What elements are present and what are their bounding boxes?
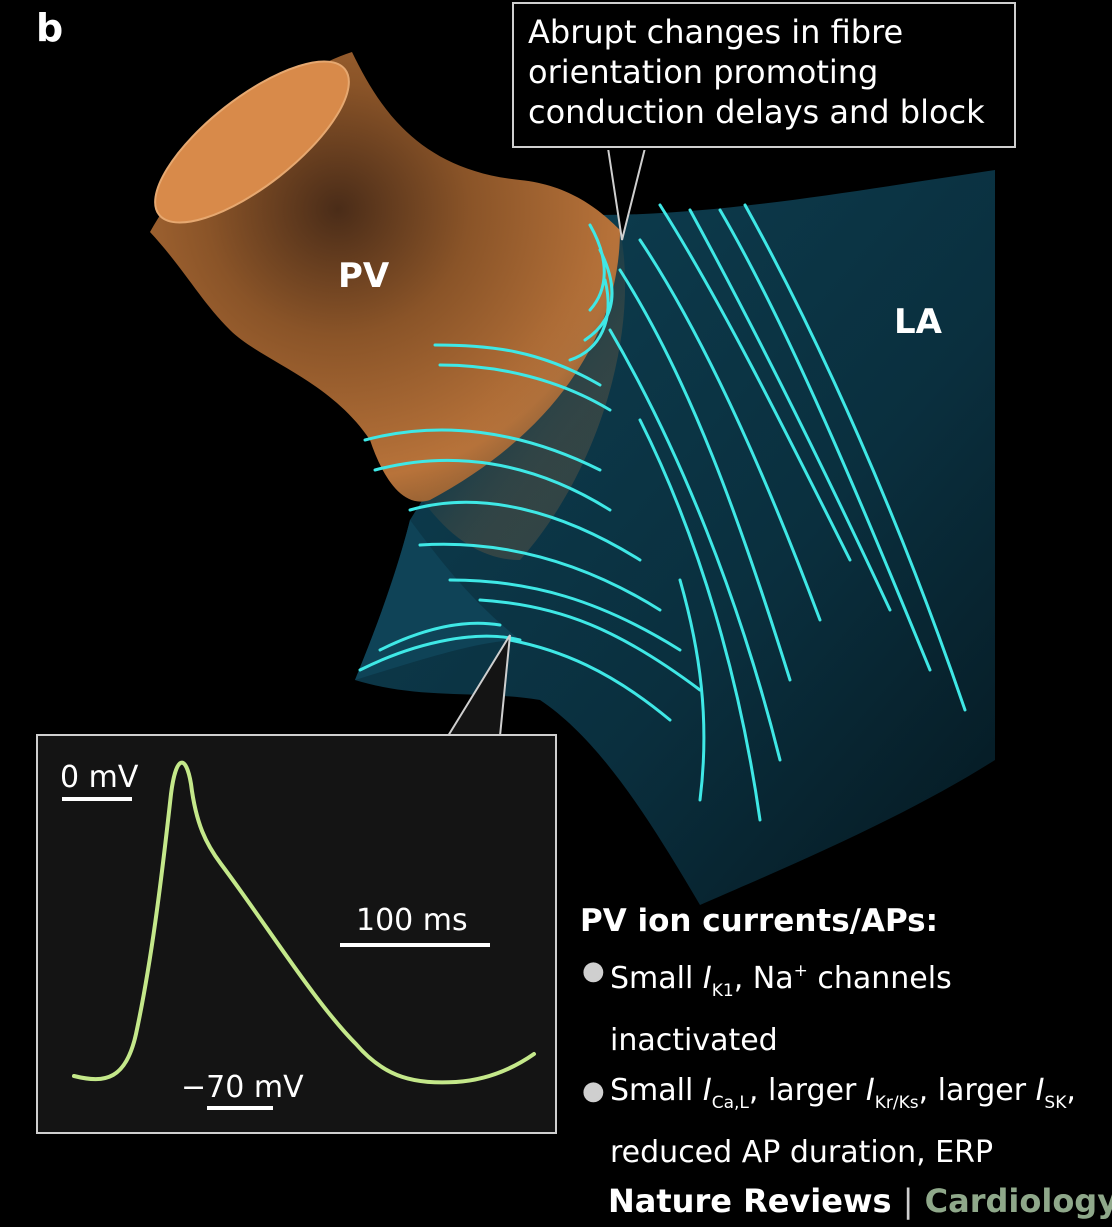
rest-mv-bar — [207, 1106, 273, 1110]
pulmonary-vein-opening — [154, 60, 350, 224]
zero-mv-bar — [62, 797, 132, 801]
rest-mv-label: −70 mV — [181, 1070, 304, 1105]
info-heading: PV ion currents/APs: — [580, 903, 939, 939]
journal-section: Cardiology — [924, 1182, 1112, 1220]
panel-letter: b — [36, 6, 64, 50]
bullet-icon: ● — [582, 1076, 605, 1106]
callout-line-3: conduction delays and block — [528, 93, 985, 131]
callout-line-2: orientation promoting — [528, 53, 879, 91]
time-scale-bar — [340, 943, 490, 947]
vessel-lower-flap — [355, 520, 520, 680]
info-list: ● Small IK1, Na+ channels inactivated ● … — [580, 946, 1112, 1178]
la-label: LA — [894, 302, 942, 342]
callout-pointer — [607, 147, 646, 241]
pv-label: PV — [338, 256, 390, 296]
bullet-icon: ● — [582, 956, 605, 986]
pv-ion-currents-info: PV ion currents/APs: ● Small IK1, Na+ ch… — [580, 896, 1112, 1178]
footer-separator: | — [902, 1182, 914, 1220]
journal-footer: Nature Reviews | Cardiology — [608, 1182, 1112, 1220]
callout-line-1: Abrupt changes in fibre — [528, 13, 904, 51]
journal-name: Nature Reviews — [608, 1182, 892, 1220]
info-bullet-1: ● Small IK1, Na+ channels inactivated — [580, 946, 1112, 1066]
action-potential-trace — [72, 760, 536, 1085]
callout-box: Abrupt changes in fibre orientation prom… — [512, 2, 1016, 148]
inset-pointer — [447, 634, 511, 737]
zero-mv-label: 0 mV — [60, 760, 139, 795]
vein-atrium-junction — [380, 230, 626, 560]
atrial-fibres — [358, 203, 967, 822]
info-bullet-2: ● Small ICa,L, larger IKr/Ks, larger ISK… — [580, 1066, 1112, 1178]
time-scale-label: 100 ms — [356, 903, 468, 938]
